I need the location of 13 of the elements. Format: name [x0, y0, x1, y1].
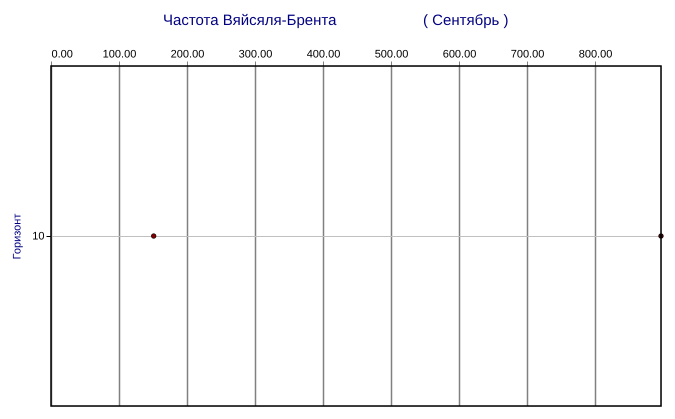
x-tick-label: 100.00: [102, 48, 136, 60]
x-tick-label: 200.00: [170, 48, 204, 60]
chart-subtitle: ( Сентябрь ): [423, 12, 509, 29]
x-tick-label: 700.00: [510, 48, 544, 60]
x-tick-label: 800.00: [578, 48, 612, 60]
x-tick-label: 400.00: [306, 48, 340, 60]
x-tick-label: 0.00: [52, 48, 73, 60]
x-tick-label: 300.00: [238, 48, 272, 60]
y-axis-title: Горизонт: [11, 214, 24, 260]
y-tick-label: 10: [32, 230, 44, 242]
chart-title: Частота Вяйсяля-Брента: [163, 12, 338, 29]
x-tick-label: 500.00: [374, 48, 408, 60]
x-tick-label: 600.00: [442, 48, 476, 60]
